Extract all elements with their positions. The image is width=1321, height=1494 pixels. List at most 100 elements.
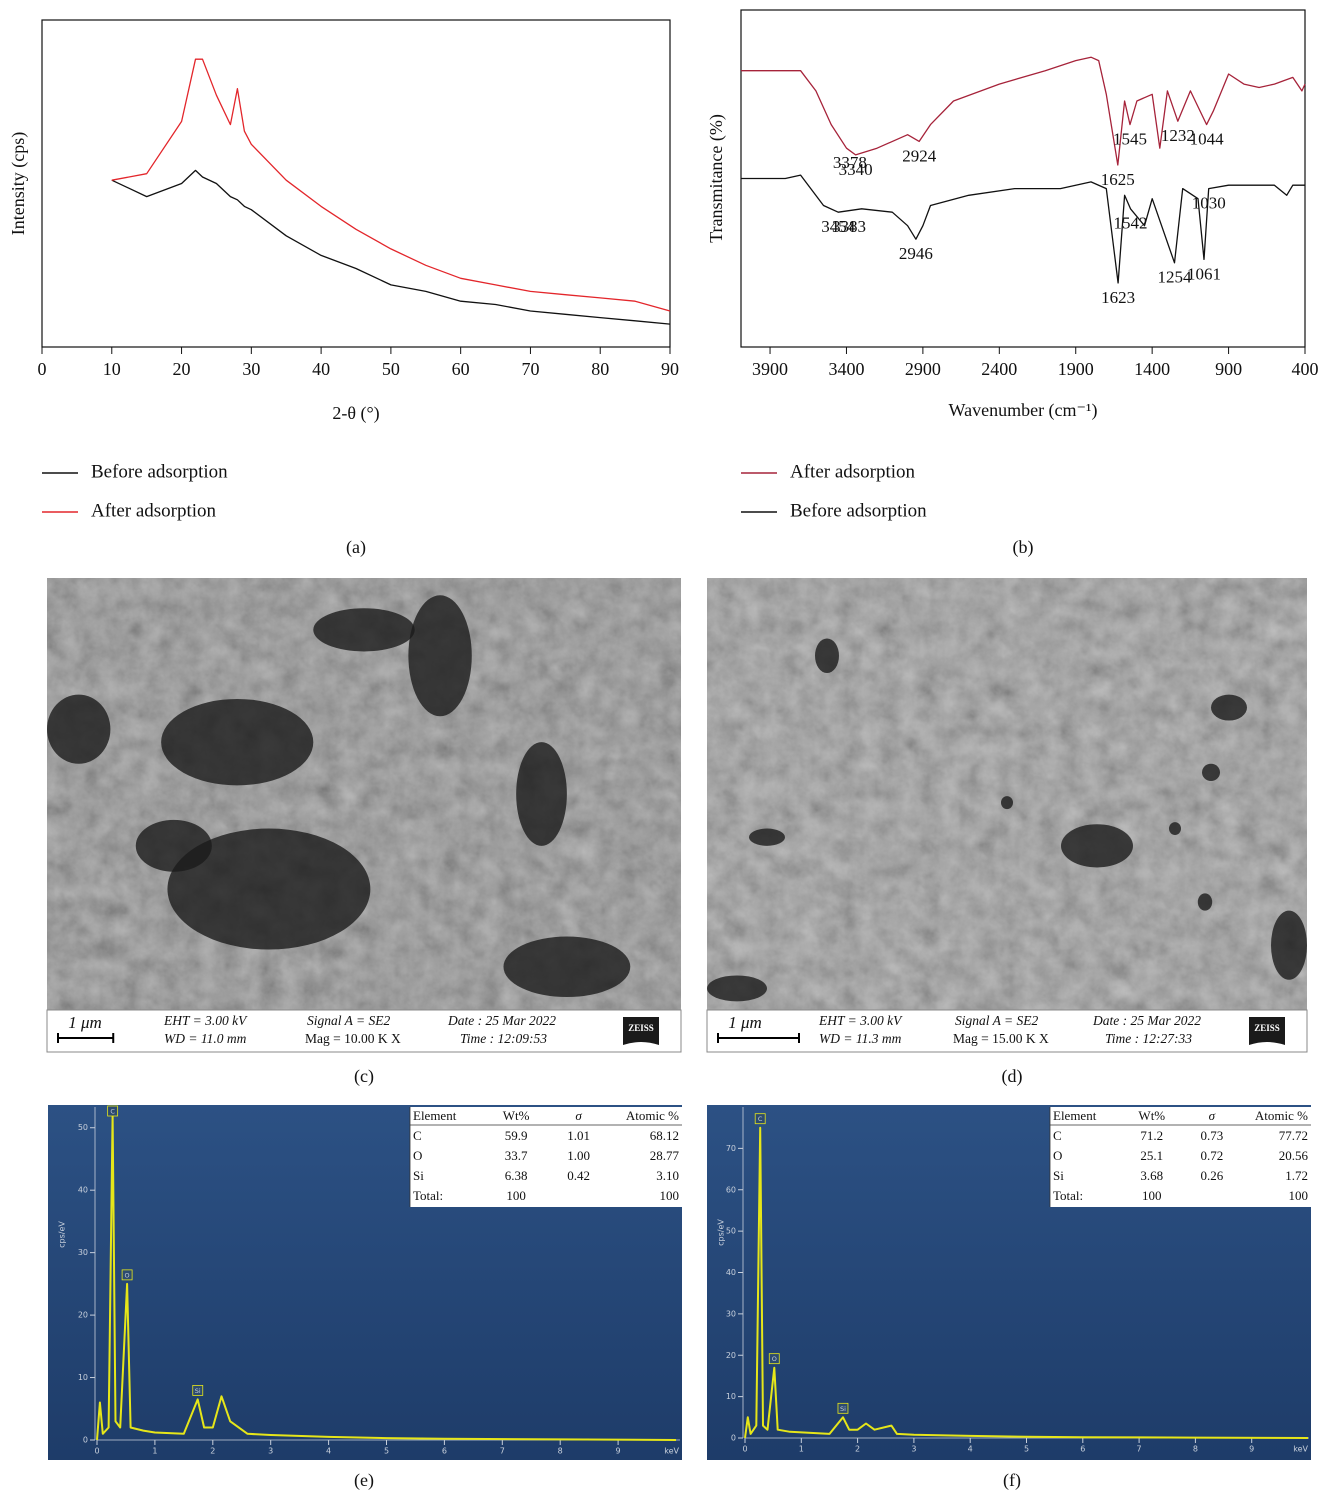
plot-frame bbox=[741, 10, 1305, 347]
sem-pore bbox=[1198, 893, 1212, 910]
y-tick-label: 40 bbox=[726, 1268, 736, 1277]
x-tick-label: 9 bbox=[616, 1447, 621, 1456]
x-tick-label: 6 bbox=[1080, 1445, 1085, 1454]
x-tick-label: 3 bbox=[911, 1445, 916, 1454]
x-tick-label: 70 bbox=[521, 359, 539, 379]
sem-time: Time : 12:27:33 bbox=[1105, 1031, 1192, 1046]
x-tick-label: 6 bbox=[442, 1447, 447, 1456]
table-cell: 6.38 bbox=[505, 1168, 528, 1183]
plot-frame bbox=[42, 20, 670, 347]
sem-eht: EHT = 3.00 kV bbox=[163, 1013, 248, 1028]
table-cell: Total: bbox=[413, 1188, 443, 1203]
x-tick-label: 2 bbox=[855, 1445, 860, 1454]
table-cell: 25.1 bbox=[1140, 1148, 1163, 1163]
y-tick-label: 10 bbox=[78, 1373, 88, 1382]
peak-label: Si bbox=[195, 1387, 201, 1395]
x-axis-title: keV bbox=[1293, 1445, 1308, 1454]
peak-label: C bbox=[758, 1115, 763, 1123]
peak-label: 3383 bbox=[832, 217, 866, 236]
x-axis-title: Wavenumber (cm⁻¹) bbox=[949, 400, 1098, 421]
table-cell: C bbox=[413, 1128, 422, 1143]
sem-date: Date : 25 Mar 2022 bbox=[447, 1013, 556, 1028]
x-tick-label: 8 bbox=[558, 1447, 563, 1456]
panel-label: (c) bbox=[354, 1066, 374, 1087]
table-cell: O bbox=[1053, 1148, 1062, 1163]
legend-label: Before adsorption bbox=[91, 461, 228, 482]
x-tick-label: 3400 bbox=[828, 359, 864, 379]
table-cell: Si bbox=[413, 1168, 424, 1183]
y-axis-title: cps/eV bbox=[58, 1221, 67, 1248]
series-line bbox=[741, 57, 1305, 165]
x-tick-label: 3 bbox=[268, 1447, 273, 1456]
sem-time: Time : 12:09:53 bbox=[460, 1031, 547, 1046]
page: {"chart_data": [ {"type": "line", "label… bbox=[0, 0, 1321, 1494]
x-tick-label: 20 bbox=[173, 359, 191, 379]
y-tick-label: 0 bbox=[83, 1436, 88, 1445]
table-header: Wt% bbox=[1138, 1108, 1165, 1123]
sem-pore bbox=[1271, 911, 1307, 980]
y-tick-label: 60 bbox=[726, 1185, 736, 1194]
peak-label: 1625 bbox=[1101, 170, 1135, 189]
peak-label: 1545 bbox=[1113, 129, 1147, 148]
table-cell: 0.42 bbox=[567, 1168, 590, 1183]
peak-label: 1030 bbox=[1192, 194, 1226, 213]
x-tick-label: 7 bbox=[1137, 1445, 1142, 1454]
series-line bbox=[112, 59, 670, 311]
table-cell: 100 bbox=[506, 1188, 526, 1203]
sem-date: Date : 25 Mar 2022 bbox=[1092, 1013, 1201, 1028]
y-tick-label: 50 bbox=[726, 1227, 736, 1236]
table-cell: 1.00 bbox=[567, 1148, 590, 1163]
sem-wd: WD = 11.0 mm bbox=[164, 1031, 247, 1046]
sem-pore bbox=[408, 595, 471, 716]
sem-pore bbox=[1061, 824, 1133, 867]
x-tick-label: 10 bbox=[103, 359, 121, 379]
y-tick-label: 50 bbox=[78, 1123, 88, 1132]
table-cell: Total: bbox=[1053, 1188, 1083, 1203]
series-line bbox=[112, 170, 670, 324]
sem-signal: Signal A = SE2 bbox=[307, 1013, 390, 1028]
sem-pore bbox=[136, 820, 212, 872]
y-axis-title: Intensity (cps) bbox=[8, 132, 29, 235]
legend-label: After adsorption bbox=[91, 500, 217, 521]
x-tick-label: 40 bbox=[312, 359, 330, 379]
sem-pore bbox=[1202, 764, 1220, 781]
y-tick-label: 20 bbox=[78, 1311, 88, 1320]
y-tick-label: 0 bbox=[731, 1434, 736, 1443]
sem-pore bbox=[1001, 796, 1013, 809]
sem-pore bbox=[47, 695, 110, 764]
peak-label: C bbox=[110, 1108, 115, 1116]
table-cell: 100 bbox=[1142, 1188, 1162, 1203]
table-cell: 28.77 bbox=[650, 1148, 680, 1163]
table-cell: 1.72 bbox=[1285, 1168, 1308, 1183]
x-tick-label: 2900 bbox=[905, 359, 941, 379]
table-header: σ bbox=[1209, 1108, 1216, 1123]
x-tick-label: 900 bbox=[1215, 359, 1242, 379]
sem-pore bbox=[1211, 695, 1247, 721]
sem-pore bbox=[815, 638, 839, 673]
panel-label: (d) bbox=[1002, 1066, 1023, 1087]
legend-label: After adsorption bbox=[790, 461, 916, 482]
legend-label: Before adsorption bbox=[790, 500, 927, 521]
x-tick-label: 8 bbox=[1193, 1445, 1198, 1454]
scale-bar-label: 1 μm bbox=[68, 1013, 102, 1032]
table-header: Atomic % bbox=[626, 1108, 679, 1123]
table-cell: 68.12 bbox=[650, 1128, 679, 1143]
x-tick-label: 60 bbox=[452, 359, 470, 379]
sem-eht: EHT = 3.00 kV bbox=[818, 1013, 903, 1028]
x-tick-label: 1 bbox=[152, 1447, 157, 1456]
sem-texture bbox=[707, 578, 1307, 1010]
x-tick-label: 1900 bbox=[1058, 359, 1094, 379]
figure: 01020304050607080902-θ (°)Intensity (cps… bbox=[0, 0, 1321, 1494]
sem-pore bbox=[161, 699, 313, 785]
y-axis-title: Transmitance (%) bbox=[706, 114, 727, 243]
x-tick-label: 0 bbox=[94, 1447, 99, 1456]
table-cell: 3.10 bbox=[656, 1168, 679, 1183]
sem-pore bbox=[1169, 822, 1181, 835]
table-cell: 71.2 bbox=[1140, 1128, 1163, 1143]
sem-pore bbox=[503, 937, 630, 997]
peak-label: 2946 bbox=[899, 244, 933, 263]
x-tick-label: 90 bbox=[661, 359, 679, 379]
sem-mag: Mag = 15.00 K X bbox=[953, 1031, 1049, 1046]
table-cell: Si bbox=[1053, 1168, 1064, 1183]
scale-bar-label: 1 μm bbox=[728, 1013, 762, 1032]
